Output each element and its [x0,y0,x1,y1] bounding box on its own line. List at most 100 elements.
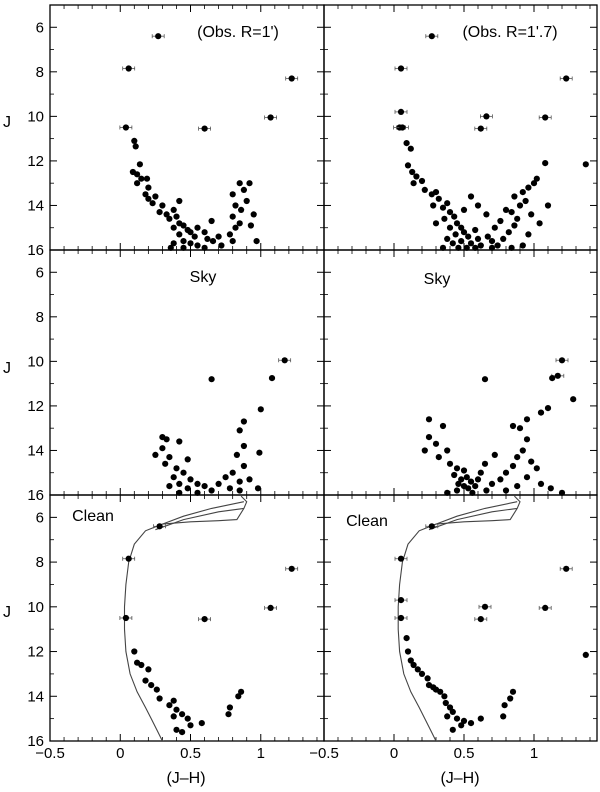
data-point [502,206,510,213]
data-point [256,449,263,456]
data-point [481,376,489,383]
data-point [131,648,138,655]
data-point [488,244,496,251]
data-point [537,409,545,416]
data-point [444,447,451,454]
data-point [250,211,257,218]
panel-6: −0.5 0 0.5 1 Clean [309,494,598,762]
panel-frame [49,494,325,742]
data-point [176,489,183,496]
data-point [516,425,524,432]
data-point [204,235,211,242]
y-tick-label: 14 [27,197,44,214]
data-point [449,708,456,716]
data-point [500,235,507,242]
data-point [201,616,208,623]
data-point [418,177,426,185]
panel-frame [323,4,598,251]
data-point [407,145,414,152]
data-point [582,161,589,168]
data-point [148,682,155,689]
data-point [149,200,156,207]
y-tick-label: 16 [27,242,44,259]
data-point [122,124,129,131]
data-point [481,603,489,610]
data-point [156,695,163,702]
data-point [240,462,247,470]
data-point [184,485,191,492]
y-tick-label: 12 [27,153,44,170]
data-point [446,460,454,467]
data-point [558,357,566,364]
data-point [254,485,262,492]
data-point [484,233,491,240]
data-point [472,483,479,490]
data-point [477,242,484,249]
data-point [184,715,191,722]
data-point [439,244,447,251]
panel-5: 6 8 10 12 14 16−0.5 0 0.5 1 Clean [27,494,325,762]
data-point [477,125,484,132]
data-point [533,465,540,472]
y-axis-title-row3: J [3,604,11,621]
data-point [397,65,405,72]
data-point [246,180,253,187]
data-point [451,471,458,479]
data-point [453,220,461,227]
isochrone-branch2 [155,507,244,531]
data-point [179,711,186,718]
data-point [170,240,177,247]
data-point [519,189,526,196]
data-point [236,478,243,485]
data-point [225,711,232,718]
data-point [467,478,475,485]
data-point [173,706,180,713]
data-point [236,487,243,494]
data-point [180,222,187,229]
panel-frame [323,249,598,496]
data-point [508,209,515,216]
data-point [533,175,540,182]
data-point [544,405,552,412]
data-point [542,160,549,167]
panel-label: (Obs. R=1') [197,24,279,41]
y-tick-label: 6 [36,264,44,281]
x-tick-label: −0.5 [35,745,65,762]
data-point [238,206,245,213]
data-point [233,451,240,458]
data-point [232,224,239,231]
y-tick-label: 10 [27,599,44,616]
data-point [523,416,531,423]
data-point [134,171,141,178]
data-point [441,215,448,222]
data-point [472,244,479,251]
data-point [222,474,229,481]
x-axis-title-left: (J–H) [166,770,205,787]
data-point [232,202,239,209]
data-point [488,238,496,245]
isochrone-branch1 [435,501,518,525]
data-point [458,476,465,483]
data-point [226,231,233,238]
data-point [246,476,253,483]
data-point [463,244,470,251]
panel-2: (Obs. R=1'.7) [323,4,598,251]
panel-frame [323,494,598,742]
panel-label: Clean [72,508,114,525]
data-point [547,485,554,492]
x-tick-label: 1 [530,745,538,762]
data-point [509,688,517,695]
data-point [167,244,174,251]
data-point [209,238,217,245]
isochrone-main [397,495,521,741]
data-point [425,434,433,441]
data-point [236,427,243,434]
data-point [421,447,428,454]
data-point [180,244,187,251]
data-point [201,244,208,251]
data-point [187,476,194,483]
data-point [516,202,524,209]
data-point [432,440,440,447]
data-point [428,33,435,40]
y-tick-label: 8 [36,64,44,81]
